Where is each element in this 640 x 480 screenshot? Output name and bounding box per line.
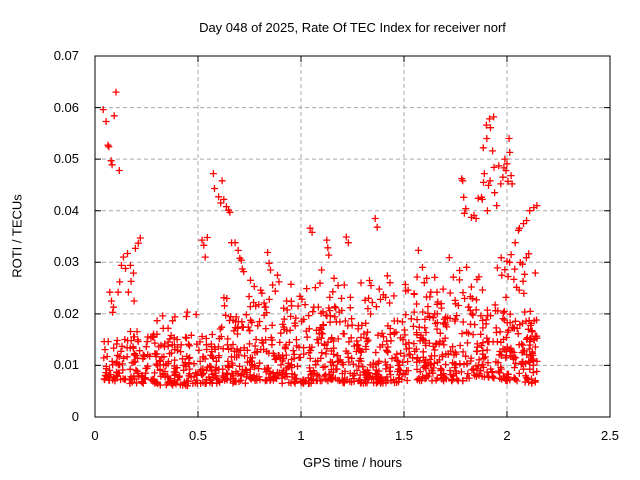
y-tick-label: 0.06 (53, 99, 79, 115)
y-tick-label: 0.04 (53, 202, 79, 218)
y-tick-label: 0.01 (53, 357, 79, 373)
x-tick-label: 1.5 (394, 428, 414, 443)
x-axis-label: GPS time / hours (303, 455, 402, 470)
axis-ticks (94, 55, 611, 418)
y-tick-label: 0.02 (53, 305, 79, 321)
x-tick-label: 0 (91, 428, 99, 443)
data-points (99, 88, 541, 390)
x-tick-label: 2 (503, 428, 511, 443)
x-tick-label: 2.5 (600, 428, 620, 443)
y-tick-label: 0 (71, 409, 79, 424)
y-tick-label: 0.05 (53, 151, 79, 167)
x-tick-label: 0.5 (188, 428, 208, 443)
chart-title: Day 048 of 2025, Rate Of TEC Index for r… (199, 20, 506, 35)
y-tick-label: 0.07 (53, 48, 79, 63)
y-tick-label: 0.03 (53, 254, 79, 270)
plot-border (94, 55, 611, 418)
x-tick-label: 1 (297, 428, 305, 443)
